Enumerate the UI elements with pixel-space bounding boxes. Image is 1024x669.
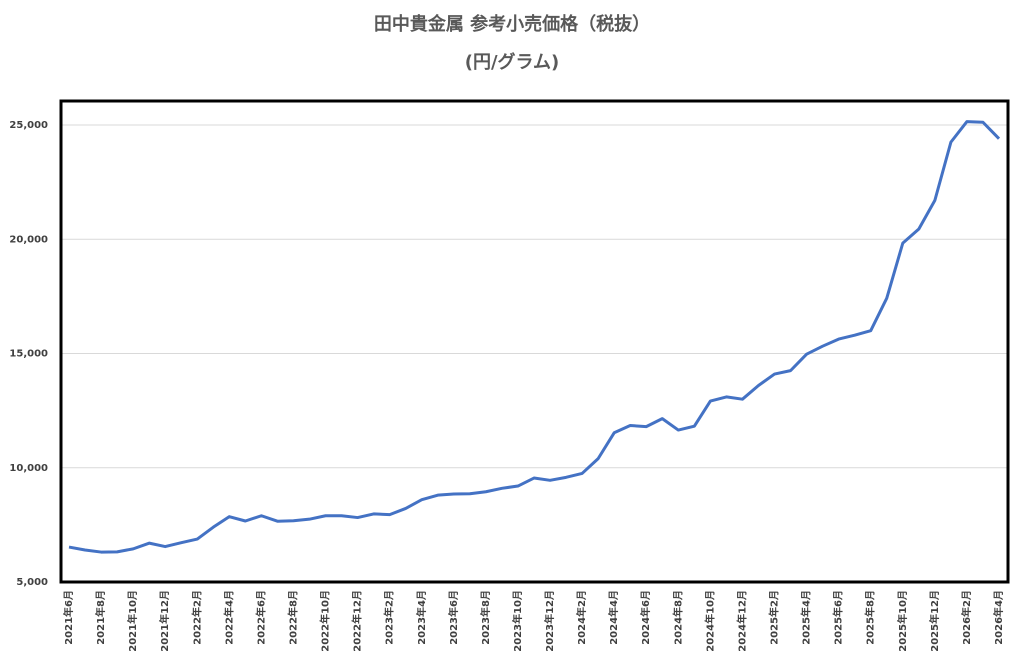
x-tick-label: 2021年8月 <box>94 590 107 645</box>
x-tick-label: 2021年6月 <box>62 590 75 645</box>
x-tick-label: 2025年10月 <box>896 590 909 652</box>
x-tick-label: 2026年2月 <box>960 590 973 645</box>
x-tick-label: 2022年4月 <box>222 590 235 645</box>
x-tick-label: 2022年6月 <box>254 590 267 645</box>
y-tick-label: 10,000 <box>9 463 48 474</box>
x-tick-label: 2023年4月 <box>415 590 428 645</box>
chart-subtitle: (円/グラム) <box>465 51 560 73</box>
x-tick-label: 2025年2月 <box>768 590 781 645</box>
x-tick-label: 2023年6月 <box>447 590 460 645</box>
y-tick-label: 20,000 <box>9 234 48 245</box>
y-tick-label: 25,000 <box>9 120 48 131</box>
x-tick-label: 2025年8月 <box>864 590 877 645</box>
x-tick-label: 2024年12月 <box>735 590 748 652</box>
y-tick-label: 15,000 <box>9 349 48 360</box>
x-tick-label: 2024年4月 <box>607 590 620 645</box>
x-tick-label: 2023年2月 <box>383 590 396 645</box>
plot-frame <box>59 99 1010 584</box>
x-tick-label: 2022年2月 <box>190 590 203 645</box>
x-tick-label: 2024年2月 <box>575 590 588 645</box>
x-tick-label: 2023年12月 <box>543 590 556 652</box>
x-tick-label: 2022年12月 <box>351 590 364 652</box>
x-tick-label: 2022年10月 <box>319 590 332 652</box>
x-tick-label: 2026年4月 <box>992 590 1005 645</box>
x-tick-label: 2021年10月 <box>126 590 139 652</box>
x-tick-label: 2023年8月 <box>479 590 492 645</box>
x-tick-label: 2024年6月 <box>639 590 652 645</box>
x-tick-label: 2025年6月 <box>832 590 845 645</box>
x-tick-label: 2025年4月 <box>800 590 813 645</box>
y-tick-label: 5,000 <box>16 577 48 588</box>
price-line <box>68 120 1001 554</box>
x-tick-label: 2023年10月 <box>511 590 524 652</box>
x-tick-label: 2025年12月 <box>928 590 941 652</box>
x-tick-label: 2022年8月 <box>286 590 299 645</box>
chart-title: 田中貴金属 参考小売価格（税抜） <box>374 13 650 35</box>
grid <box>61 124 1008 583</box>
x-tick-label: 2024年10月 <box>703 590 716 652</box>
x-tick-label: 2024年8月 <box>671 590 684 645</box>
x-tick-label: 2021年12月 <box>158 590 171 652</box>
